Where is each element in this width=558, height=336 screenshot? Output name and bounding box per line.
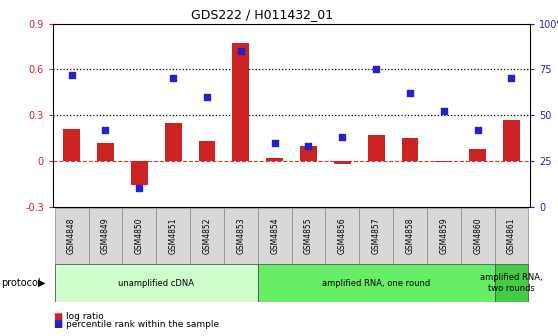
Text: GSM4853: GSM4853 <box>236 218 246 254</box>
Point <box>135 185 144 191</box>
Point <box>169 76 177 81</box>
Text: GSM4858: GSM4858 <box>406 218 415 254</box>
Bar <box>165 123 181 161</box>
Text: protocol: protocol <box>1 278 41 288</box>
Bar <box>427 208 461 264</box>
Text: GSM4855: GSM4855 <box>304 218 313 254</box>
Point <box>203 94 211 99</box>
Point <box>270 140 279 145</box>
Bar <box>89 208 122 264</box>
Point <box>507 76 516 81</box>
Bar <box>224 208 258 264</box>
Point <box>237 48 246 54</box>
Bar <box>97 142 114 161</box>
Bar <box>156 208 190 264</box>
Point <box>372 67 381 72</box>
Bar <box>122 208 156 264</box>
Bar <box>258 208 291 264</box>
Text: GSM4848: GSM4848 <box>67 218 76 254</box>
Bar <box>402 138 418 161</box>
Bar <box>435 161 453 162</box>
Bar <box>393 208 427 264</box>
Bar <box>190 208 224 264</box>
Bar <box>199 141 215 161</box>
Bar <box>63 129 80 161</box>
Bar <box>300 145 317 161</box>
Point <box>473 127 482 132</box>
Text: ▶: ▶ <box>38 278 45 288</box>
Bar <box>359 208 393 264</box>
Point <box>304 143 313 149</box>
Text: GDS222 / H011432_01: GDS222 / H011432_01 <box>191 8 333 22</box>
Text: GSM4860: GSM4860 <box>473 218 482 254</box>
Bar <box>494 208 528 264</box>
Text: unamplified cDNA: unamplified cDNA <box>118 279 194 288</box>
Bar <box>325 208 359 264</box>
Point <box>439 109 448 114</box>
Text: GSM4850: GSM4850 <box>135 218 144 254</box>
Bar <box>291 208 325 264</box>
Text: GSM4861: GSM4861 <box>507 218 516 254</box>
Text: amplified RNA,
two rounds: amplified RNA, two rounds <box>480 274 543 293</box>
Text: GSM4859: GSM4859 <box>439 218 448 254</box>
Bar <box>55 264 258 302</box>
Text: log ratio: log ratio <box>66 312 104 321</box>
Bar <box>368 135 384 161</box>
Text: GSM4854: GSM4854 <box>270 218 279 254</box>
Bar <box>469 149 486 161</box>
Text: GSM4849: GSM4849 <box>101 218 110 254</box>
Text: GSM4857: GSM4857 <box>372 218 381 254</box>
Bar <box>258 264 494 302</box>
Text: percentile rank within the sample: percentile rank within the sample <box>66 320 219 329</box>
Point <box>67 72 76 78</box>
Bar <box>55 208 89 264</box>
Point <box>101 127 110 132</box>
Bar <box>131 161 148 185</box>
Bar <box>232 43 249 161</box>
Bar <box>503 120 520 161</box>
Bar <box>494 264 528 302</box>
Text: GSM4856: GSM4856 <box>338 218 347 254</box>
Text: amplified RNA, one round: amplified RNA, one round <box>322 279 430 288</box>
Bar <box>461 208 494 264</box>
Text: GSM4852: GSM4852 <box>203 218 211 254</box>
Point <box>406 90 415 96</box>
Bar <box>334 161 351 164</box>
Text: ■: ■ <box>53 312 62 322</box>
Text: GSM4851: GSM4851 <box>169 218 177 254</box>
Text: ■: ■ <box>53 319 62 329</box>
Bar <box>266 158 283 161</box>
Point <box>338 134 347 140</box>
